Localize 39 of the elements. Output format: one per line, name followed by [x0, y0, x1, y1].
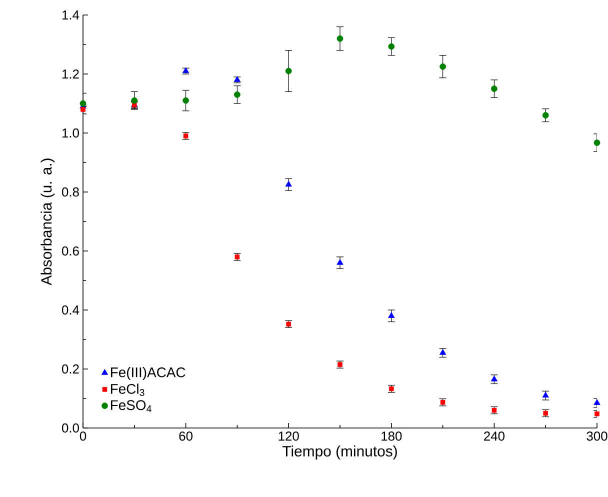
y-tick-label: 0.2 [62, 364, 79, 374]
point [336, 259, 344, 265]
y-tick-label: 1.2 [62, 69, 79, 79]
point [80, 106, 86, 112]
x-tick-label: 120 [278, 432, 299, 441]
x-tick-label: 300 [586, 432, 608, 441]
y-tick-label: 1.4 [62, 10, 80, 20]
point [491, 86, 498, 92]
y-tick-label: 0.6 [62, 246, 79, 256]
point [336, 35, 344, 42]
x-tick-label: 60 [179, 432, 192, 441]
point [439, 348, 446, 355]
point [440, 63, 446, 70]
point [80, 100, 86, 107]
legend-label: Fe(III)ACAC [110, 367, 186, 380]
point [594, 140, 600, 146]
point [542, 112, 549, 118]
point [388, 312, 395, 318]
point [388, 43, 395, 50]
y-axis-title: Absorbancia (u. a.) [40, 158, 55, 286]
point [594, 399, 600, 405]
y-tick-label: 0.8 [62, 187, 79, 197]
legend-label: FeCl$_{3}$ [110, 384, 144, 396]
point [234, 91, 240, 98]
point [594, 411, 600, 416]
point [285, 180, 292, 187]
point [182, 97, 189, 104]
x-tick-label: 240 [484, 432, 505, 441]
point [542, 392, 549, 398]
y-tick-label: 1.0 [62, 128, 79, 138]
y-tick-label: 0.0 [62, 423, 79, 433]
y-tick-label: 0.4 [62, 305, 80, 315]
point [490, 376, 498, 382]
x-tick-label: 0 [80, 432, 86, 441]
legend-label: FeSO$_{4}$ [110, 400, 152, 412]
point [285, 68, 292, 74]
point [131, 97, 138, 104]
x-tick-label: 180 [382, 432, 402, 441]
x-axis-title: Tiempo (minutos) [282, 446, 397, 460]
